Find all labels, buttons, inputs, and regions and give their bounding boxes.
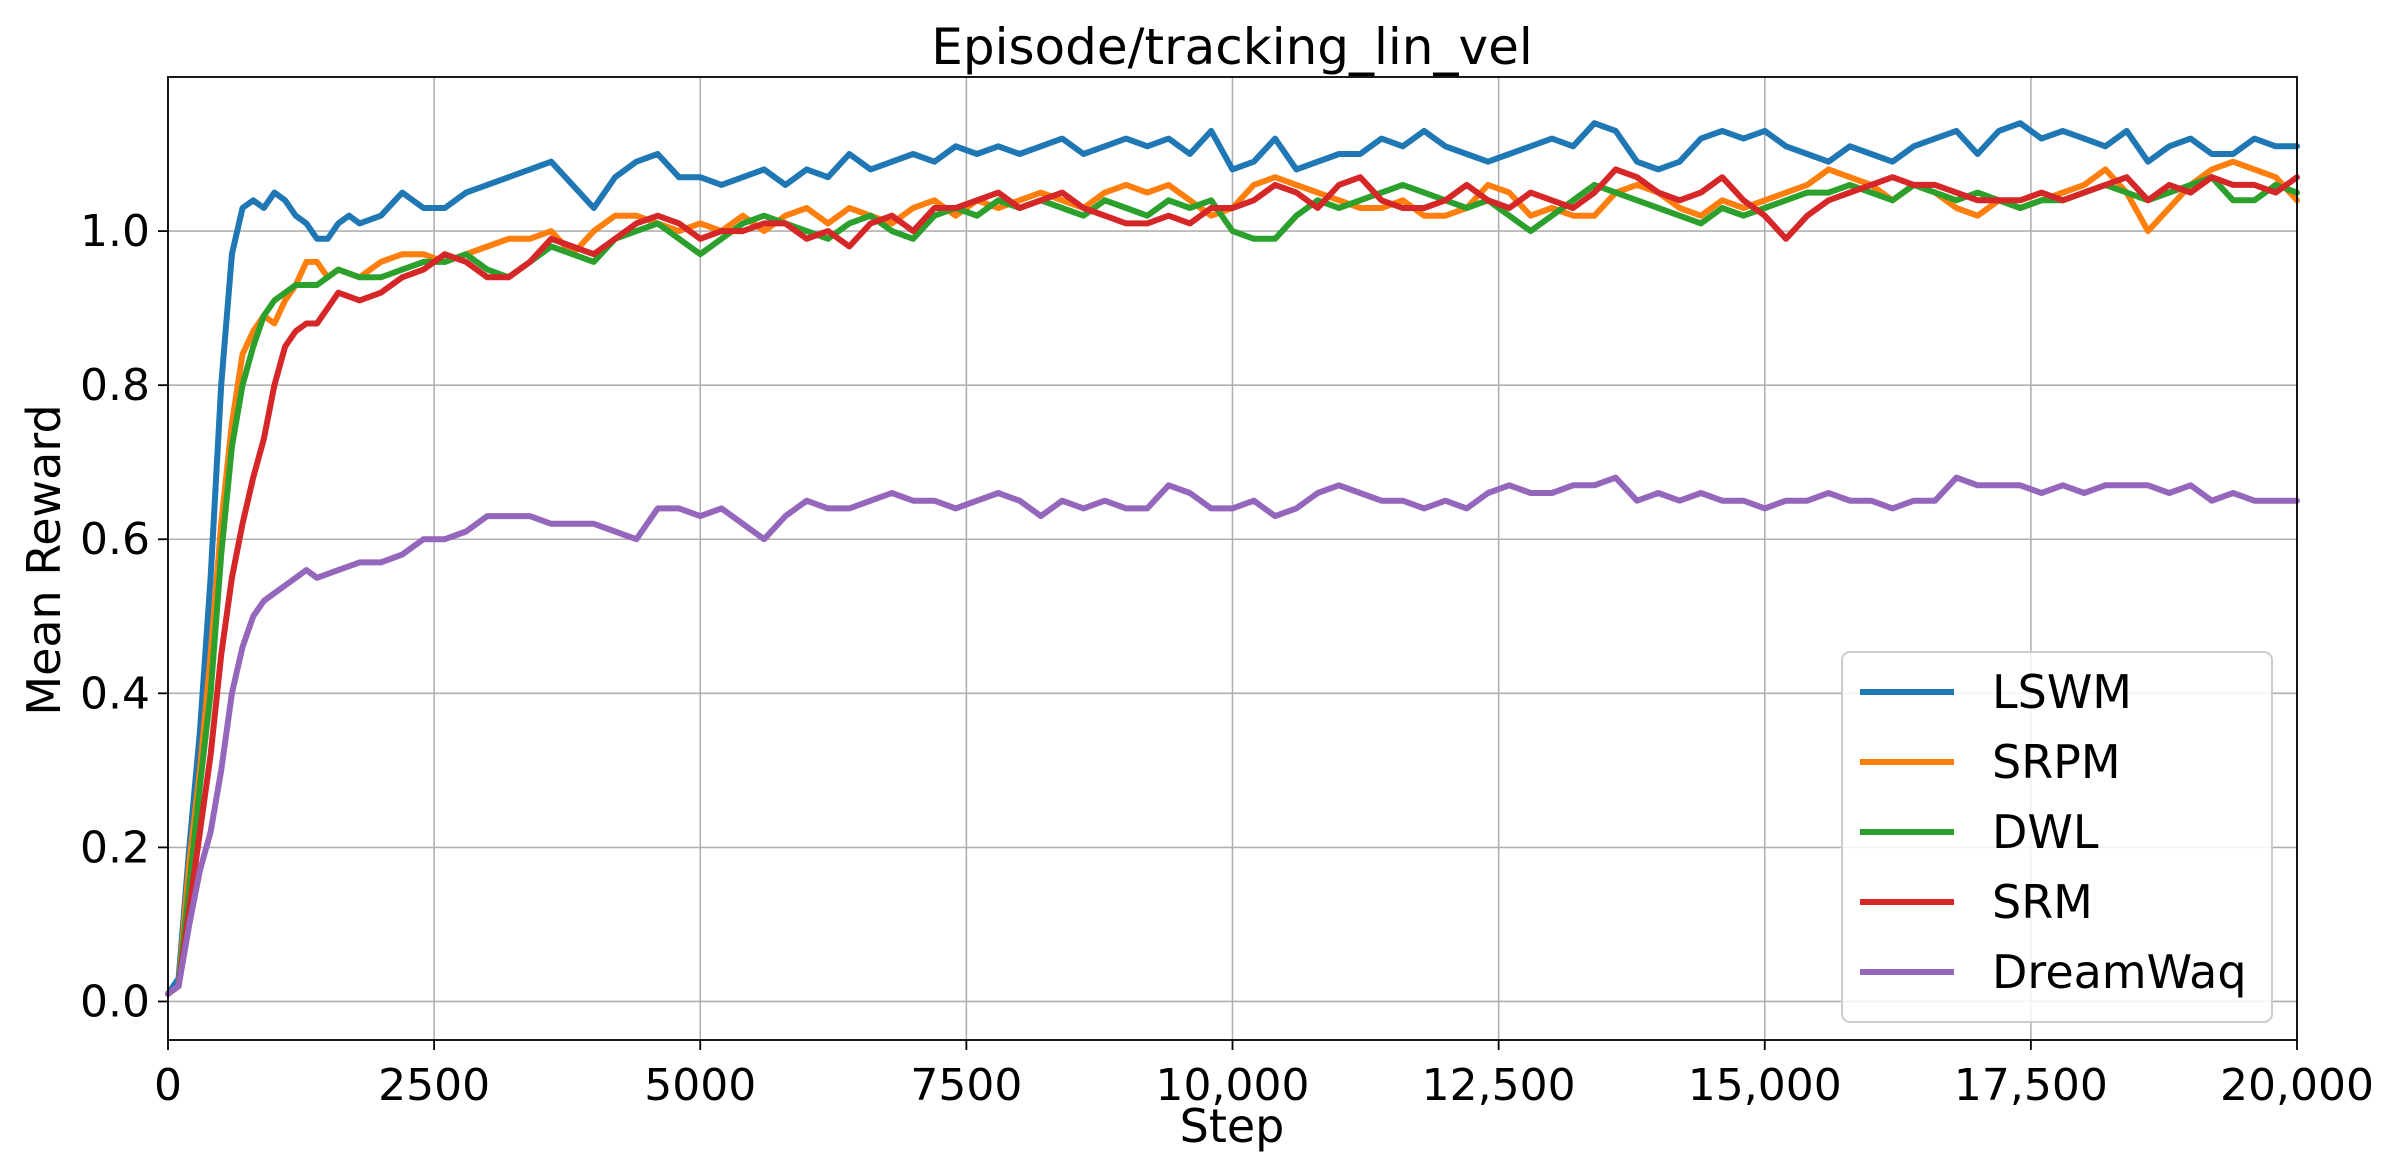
x-tick-label: 12,500 — [1422, 1060, 1576, 1111]
legend: LSWM SRPM DWL SRM DreamWaq — [1841, 651, 2273, 1023]
y-tick-label: 0.4 — [80, 668, 150, 719]
x-tick-label: 5000 — [644, 1060, 756, 1111]
legend-box — [1841, 651, 2273, 1023]
legend-label: SRM — [1992, 875, 2093, 929]
legend-label: DWL — [1992, 805, 2099, 859]
y-tick-label: 0.2 — [80, 822, 150, 873]
legend-label: LSWM — [1992, 665, 2132, 719]
x-tick-label: 7500 — [910, 1060, 1022, 1111]
legend-label: DreamWaq — [1992, 945, 2247, 999]
series-line-lswm — [165, 120, 2300, 997]
chart-title: Episode/tracking_lin_vel — [931, 18, 1533, 76]
x-tick-label: 10,000 — [1156, 1060, 1310, 1111]
x-tick-label: 2500 — [378, 1060, 490, 1111]
y-axis-title: Mean Reward — [17, 404, 71, 715]
x-tick-label: 15,000 — [1688, 1060, 1842, 1111]
axis-ticks: 0 2500 5000 7500 10,000 12,500 15,000 17,500 20,… — [80, 206, 2374, 1111]
y-tick-label: 0.6 — [80, 514, 150, 565]
series-line-dreamwaq — [165, 474, 2300, 997]
x-axis-title: Step — [1180, 1099, 1285, 1153]
y-tick-label: 0.0 — [80, 976, 150, 1027]
x-tick-label: 0 — [154, 1060, 182, 1111]
x-tick-label: 20,000 — [2220, 1060, 2374, 1111]
legend-label: SRPM — [1992, 735, 2121, 789]
y-tick-label: 0.8 — [80, 360, 150, 411]
series-lines — [165, 120, 2300, 997]
x-tick-label: 17,500 — [1954, 1060, 2108, 1111]
series-line-srm — [165, 166, 2300, 997]
y-tick-label: 1.0 — [80, 206, 150, 257]
